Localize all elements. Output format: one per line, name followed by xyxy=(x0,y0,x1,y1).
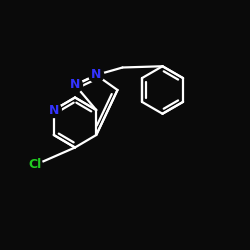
Text: N: N xyxy=(91,68,102,82)
Circle shape xyxy=(28,158,42,172)
Circle shape xyxy=(46,102,61,118)
Circle shape xyxy=(89,68,104,82)
Text: N: N xyxy=(48,104,59,117)
Text: N: N xyxy=(70,78,80,92)
Text: Cl: Cl xyxy=(28,158,42,172)
Circle shape xyxy=(68,78,82,92)
